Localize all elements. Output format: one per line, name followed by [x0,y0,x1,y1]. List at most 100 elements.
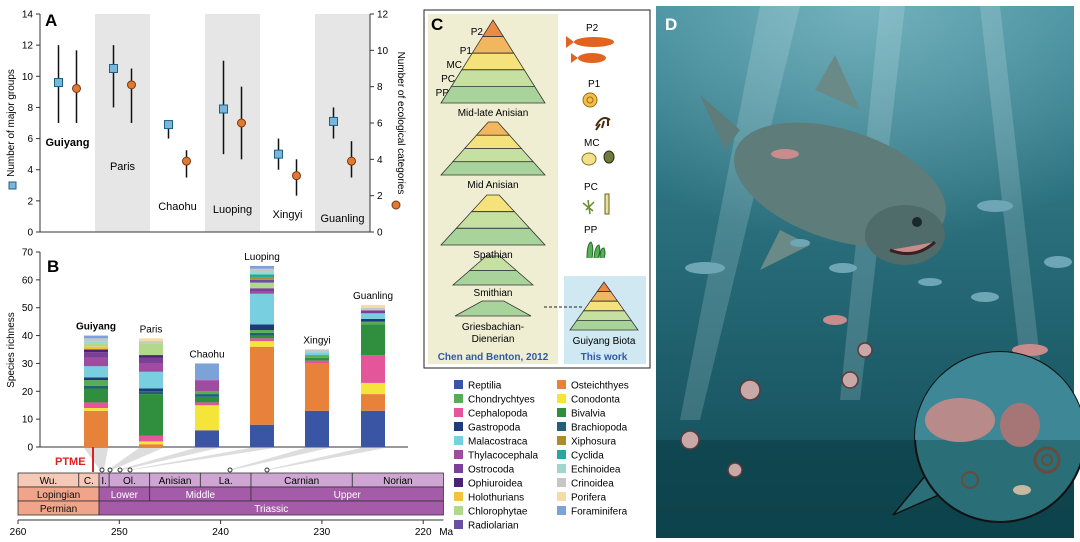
legend-label: Crinoidea [571,479,614,490]
taxa-legend: Reptilia Osteichthyes Chondrychtyes Conodon… [454,380,629,532]
stacked-bar-segment [84,352,108,358]
icon-label-pp: PP [584,225,598,236]
pyramid-level [582,300,626,312]
legend-label: Ophiuroidea [468,479,523,490]
panel-b-age-connectors [84,448,385,473]
age-connector [118,448,219,470]
pyramid-level-label: PC [441,74,455,85]
right-tick-label: 10 [377,46,389,57]
panel-b: B 0 10 20 30 40 50 60 70 Species richness Guiya… [6,248,408,473]
panel-c-level-labels: P2 P1 MC PC PP [436,27,484,99]
panel-b-category-labels: Guiyang Paris Chaohu Luoping Xingyi Guanling [76,252,393,361]
stage-label: Wu. [40,476,58,487]
ecological-categories-point [292,171,301,181]
stacked-bar-segment [361,394,385,411]
age-marker [264,467,270,473]
pyramid-level [576,310,632,321]
crinoid-icon [582,193,610,215]
pyramid-level [440,161,546,176]
pyramid-griesbachian-dienerian [454,300,532,317]
stacked-bar-segment [361,318,385,322]
stacked-bar-segment [195,380,219,392]
legend-swatch [557,492,566,501]
pyramid-smithian [451,255,535,286]
stacked-bar-segment [361,313,385,319]
major-groups-point [274,149,283,159]
panel-b-category-label: Luoping [244,252,280,263]
stacked-bar-segment [361,304,385,308]
timescale-tick-label: 220 [415,527,432,538]
left-tick-label: 10 [22,72,34,83]
stacked-bar-segment [139,388,163,392]
panel-a-label: A [45,11,57,30]
period-label: Triassic [254,504,288,515]
panel-d-label: D [665,15,677,34]
legend-swatch [557,506,566,515]
panel-c-icon-column: P2 P1 MC PC [566,23,615,259]
ecological-categories-point [182,156,191,166]
stacked-bar-segment [250,277,274,280]
pyramid-level [451,270,535,286]
stacked-bar-segment [84,408,108,411]
legend-swatch [557,436,566,445]
y-tick-label: 70 [22,248,34,259]
legend-label: Malacostraca [468,437,528,448]
panel-a-category-label: Guiyang [45,137,89,149]
major-groups-point [219,104,228,114]
right-tick-label: 8 [377,82,383,93]
stacked-bar-segment [84,410,108,447]
age-marker [99,467,105,473]
panel-a-category-label: Luoping [213,204,252,216]
pyramid-level [569,319,639,331]
ammonite-icon [582,92,598,108]
period-cell [98,500,444,516]
stacked-bar-segment [139,391,163,395]
y-tick-label: 10 [22,415,34,426]
stacked-bar-segment [250,332,274,336]
panel-c-label: C [431,15,443,34]
pyramid-level [454,300,532,317]
stacked-bar-segment [195,396,219,403]
stacked-bar-segment [139,341,163,344]
panel-c-frame [423,9,651,369]
major-groups-point [164,120,173,130]
legend-label: Gastropoda [468,423,521,434]
stacked-bar-segment [195,402,219,406]
stacked-bar-segment [84,366,108,378]
panel-d: D [656,6,1080,538]
legend-swatch [557,450,566,459]
pyramid-spathian [440,194,546,246]
panel-c-right-caption: This work [581,352,628,363]
stacked-bar-segment [139,363,163,372]
legend-swatch [454,492,463,501]
legend-label: Osteichthyes [571,381,629,392]
left-tick-label: 8 [27,103,33,114]
panel-c-left-caption: Chen and Benton, 2012 [438,352,549,363]
stage-label: Mid Anisian [467,180,518,191]
legend-label: Foraminifera [571,507,628,518]
timescale-rows: Wu. C. I. Ol. Anisian La. Carnian Norian Lopingi… [17,472,444,516]
pyramid-level-label: P2 [471,27,484,38]
ecological-categories-point [347,156,356,166]
stacked-bar-segment [250,293,274,325]
legend-label: Echinoidea [571,465,621,476]
stacked-bar-segment [84,349,108,353]
legend-swatch [454,408,463,417]
legend-label: Ostrocoda [468,465,515,476]
stacked-bar-segment [139,343,163,356]
major-groups-point [109,64,118,73]
stacked-bar-segment [250,268,274,272]
legend-label: Radiolarian [468,521,519,532]
stage-label: Carnian [284,476,319,487]
left-tick-label: 6 [27,134,33,145]
panel-a-right-axis-label: Number of ecological categories [395,52,406,195]
y-tick-label: 20 [22,387,34,398]
shrimp-icon [595,117,611,131]
stage-label: I. [101,476,107,487]
stacked-bar-segment [305,360,329,364]
pyramid-mid-late-anisian [440,19,546,104]
stacked-bar-segment [139,394,163,436]
legend-swatch [557,394,566,403]
legend-swatch [557,478,566,487]
timescale-tick-label: 230 [314,527,331,538]
